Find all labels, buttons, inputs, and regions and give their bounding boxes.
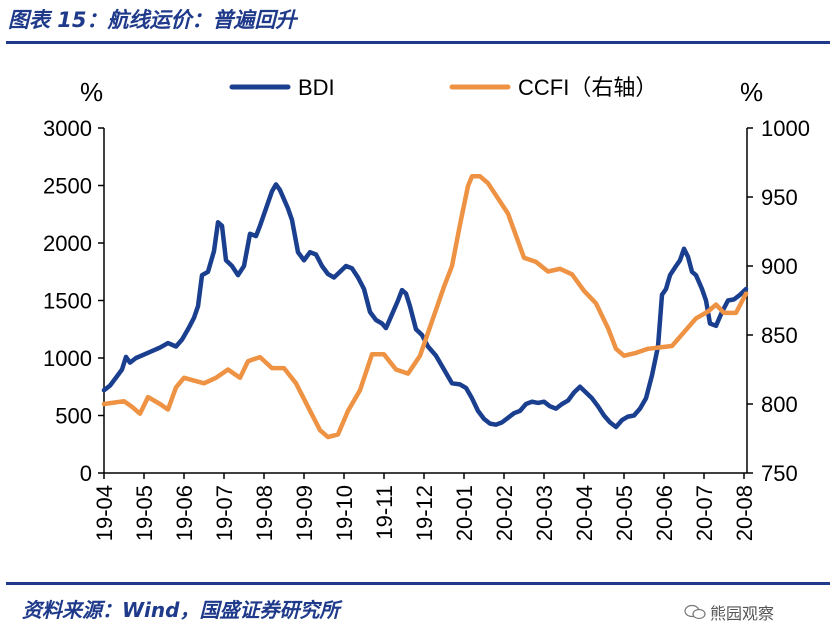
x-tick-label: 20-04 bbox=[572, 485, 597, 541]
x-tick-label: 19-05 bbox=[132, 485, 157, 541]
x-tick-label: 19-10 bbox=[332, 485, 357, 541]
x-tick-label: 20-02 bbox=[492, 485, 517, 541]
left-tick-label: 2000 bbox=[43, 231, 92, 256]
x-tick-label: 20-06 bbox=[652, 485, 677, 541]
x-tick-label: 20-07 bbox=[692, 485, 717, 541]
ccfi-series-line bbox=[101, 174, 749, 440]
left-unit-label: % bbox=[80, 77, 103, 107]
watermark: 熊园观察 bbox=[684, 600, 774, 624]
left-tick-label: 2500 bbox=[43, 174, 92, 199]
watermark-label: 熊园观察 bbox=[710, 604, 775, 623]
right-unit-label: % bbox=[740, 77, 763, 107]
right-tick-label: 950 bbox=[761, 185, 798, 210]
x-tick-label: 19-07 bbox=[212, 485, 237, 541]
x-tick-label: 20-01 bbox=[452, 485, 477, 541]
bdi-series-line bbox=[101, 182, 749, 430]
x-tick-label: 19-06 bbox=[172, 485, 197, 541]
legend-label: CCFI（右轴） bbox=[518, 75, 657, 100]
x-tick-label: 19-08 bbox=[252, 485, 277, 541]
x-tick-label: 20-05 bbox=[612, 485, 637, 541]
right-tick-label: 1000 bbox=[761, 116, 810, 141]
left-tick-label: 0 bbox=[80, 461, 92, 486]
x-tick-label: 19-11 bbox=[372, 485, 397, 540]
title-divider bbox=[6, 41, 830, 44]
legend-label: BDI bbox=[298, 75, 335, 100]
left-tick-label: 1500 bbox=[43, 289, 92, 314]
chart-title: 图表 15：航线运价：普遍回升 bbox=[8, 8, 297, 32]
x-tick-label: 20-08 bbox=[732, 485, 757, 541]
right-tick-label: 800 bbox=[761, 392, 798, 417]
source-note: 资料来源：Wind，国盛证券研究所 bbox=[22, 598, 340, 622]
source-divider bbox=[6, 582, 830, 585]
x-tick-label: 20-03 bbox=[532, 485, 557, 541]
right-tick-label: 850 bbox=[761, 323, 798, 348]
left-tick-label: 3000 bbox=[43, 116, 92, 141]
right-tick-label: 900 bbox=[761, 254, 798, 279]
wechat-icon bbox=[684, 604, 706, 620]
left-tick-label: 500 bbox=[55, 404, 92, 429]
x-tick-label: 19-12 bbox=[412, 485, 437, 541]
x-tick-label: 19-09 bbox=[292, 485, 317, 541]
left-tick-label: 1000 bbox=[43, 346, 92, 371]
x-tick-label: 19-04 bbox=[92, 485, 117, 541]
right-tick-label: 750 bbox=[761, 461, 798, 486]
